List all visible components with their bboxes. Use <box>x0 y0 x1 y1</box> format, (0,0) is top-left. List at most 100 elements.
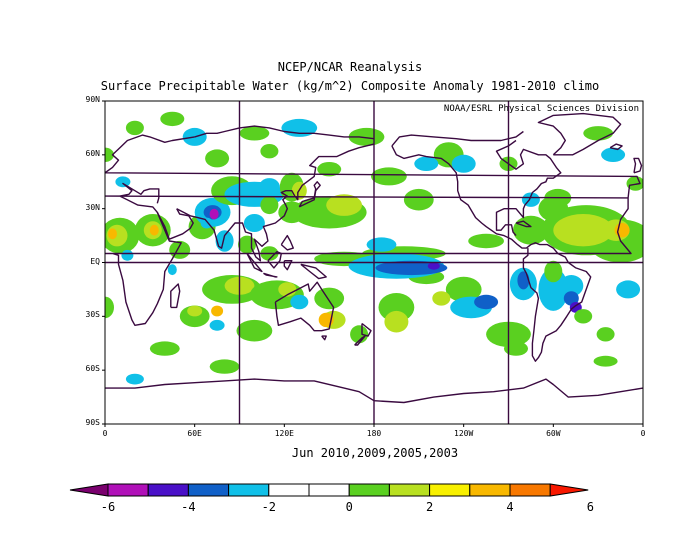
anomaly-patch <box>326 194 362 216</box>
coastline <box>495 139 562 223</box>
colorbar-segment <box>348 483 390 497</box>
anomaly-patch <box>538 267 569 311</box>
anomaly-patch <box>384 310 409 333</box>
lat-tick-label: 60N <box>85 148 100 158</box>
anomaly-patch <box>167 264 177 276</box>
coastline <box>495 223 517 237</box>
anomaly-patch <box>583 126 614 141</box>
coastline <box>194 125 375 140</box>
coastline <box>274 281 335 332</box>
anomaly-patch <box>187 305 203 317</box>
anomaly-patch <box>616 280 641 299</box>
coastline <box>298 181 321 208</box>
coastline <box>263 272 278 278</box>
coastlines <box>105 112 643 404</box>
anomaly-patch <box>601 147 626 162</box>
anomaly-patch <box>403 188 434 211</box>
lat-tick-label: 30S <box>85 310 100 320</box>
colorbar-segment <box>509 483 551 497</box>
map-title: NCEP/NCAR Reanalysis <box>277 60 423 74</box>
colorbar-segment <box>429 483 471 497</box>
colorbar-label: -4 <box>181 500 196 514</box>
anomaly-patch <box>115 176 131 188</box>
anomaly-fills <box>105 111 643 385</box>
coastline <box>156 208 194 240</box>
anomaly-patch <box>468 233 504 249</box>
anomaly-patch <box>258 178 280 197</box>
anomaly-patch <box>260 144 279 159</box>
colorbar-segment <box>308 483 350 497</box>
anomaly-patch <box>559 275 584 297</box>
anomaly-patch <box>432 291 451 306</box>
anomaly-patch <box>149 224 159 236</box>
anomaly-patch <box>593 355 618 367</box>
coastline <box>267 251 282 269</box>
anomaly-patch <box>108 228 117 240</box>
period-label: Jun 2010,2009,2005,2003 <box>291 446 459 460</box>
anomaly-patch <box>209 359 240 374</box>
anomaly-patch <box>366 237 397 252</box>
anomaly-patch <box>215 230 234 252</box>
anomaly-patch <box>544 260 563 283</box>
colorbar-label: 6 <box>586 500 594 514</box>
coastline <box>391 130 524 147</box>
colorbar-segment <box>69 483 109 497</box>
lat-tick-label: 90S <box>85 418 100 427</box>
anomaly-patch <box>105 296 114 319</box>
anomaly-patch <box>504 341 528 356</box>
colorbar-segment <box>268 483 310 497</box>
colorbar-segment <box>147 483 189 497</box>
colorbar-label: 4 <box>506 500 514 514</box>
coastline <box>609 143 623 151</box>
anomaly-patch <box>574 309 593 324</box>
anomaly-patch <box>121 249 134 261</box>
anomaly-patch <box>260 196 279 215</box>
coastline <box>119 182 160 204</box>
lon-tick-label: 60W <box>546 429 561 438</box>
coastline <box>105 134 641 198</box>
coastline <box>537 112 622 156</box>
anomaly-patch <box>348 127 385 146</box>
anomaly-patch <box>314 287 345 310</box>
anomaly-patch <box>596 327 615 342</box>
credit-label: NOAA/ESRL Physical Sciences Division <box>444 104 639 114</box>
anomaly-patch <box>371 167 407 186</box>
anomaly-patch <box>211 305 224 317</box>
coastline <box>105 378 643 404</box>
colorbar-segment <box>187 483 230 497</box>
lat-tick-label: 90N <box>85 95 100 104</box>
coastline <box>283 260 293 271</box>
anomaly-patch <box>243 214 265 232</box>
anomaly-patch <box>317 162 342 177</box>
anomaly-patch <box>149 341 180 356</box>
anomaly-patch <box>427 262 440 270</box>
anomaly-patch <box>563 291 579 306</box>
anomaly-patch <box>445 276 482 302</box>
anomaly-patch <box>474 294 499 310</box>
anomaly-patch <box>160 111 185 127</box>
lat-tick-label: 30N <box>85 202 100 212</box>
anomaly-patch <box>451 154 476 173</box>
coastline <box>300 263 327 280</box>
coastline <box>515 220 532 228</box>
coastline <box>280 234 294 251</box>
colorbar-segment <box>388 483 431 497</box>
anomaly-patch <box>290 294 309 310</box>
lon-tick-label: 60E <box>187 429 202 438</box>
anomaly-patch <box>281 118 318 137</box>
coastline <box>391 145 592 362</box>
anomaly-patch <box>239 126 270 141</box>
anomaly-patch <box>553 214 614 247</box>
colorbar-segment <box>228 483 270 497</box>
coastline <box>321 335 327 341</box>
colorbar-label: -2 <box>261 500 277 514</box>
lon-tick-label: 120E <box>274 429 294 438</box>
colorbar-label: 0 <box>345 500 353 514</box>
colorbar <box>69 483 589 497</box>
anomaly-patch <box>209 319 225 331</box>
lon-tick-label: 0 <box>640 429 646 438</box>
anomaly-patch <box>125 373 144 385</box>
anomaly-patch <box>414 156 439 171</box>
colorbar-label: -6 <box>100 500 116 514</box>
